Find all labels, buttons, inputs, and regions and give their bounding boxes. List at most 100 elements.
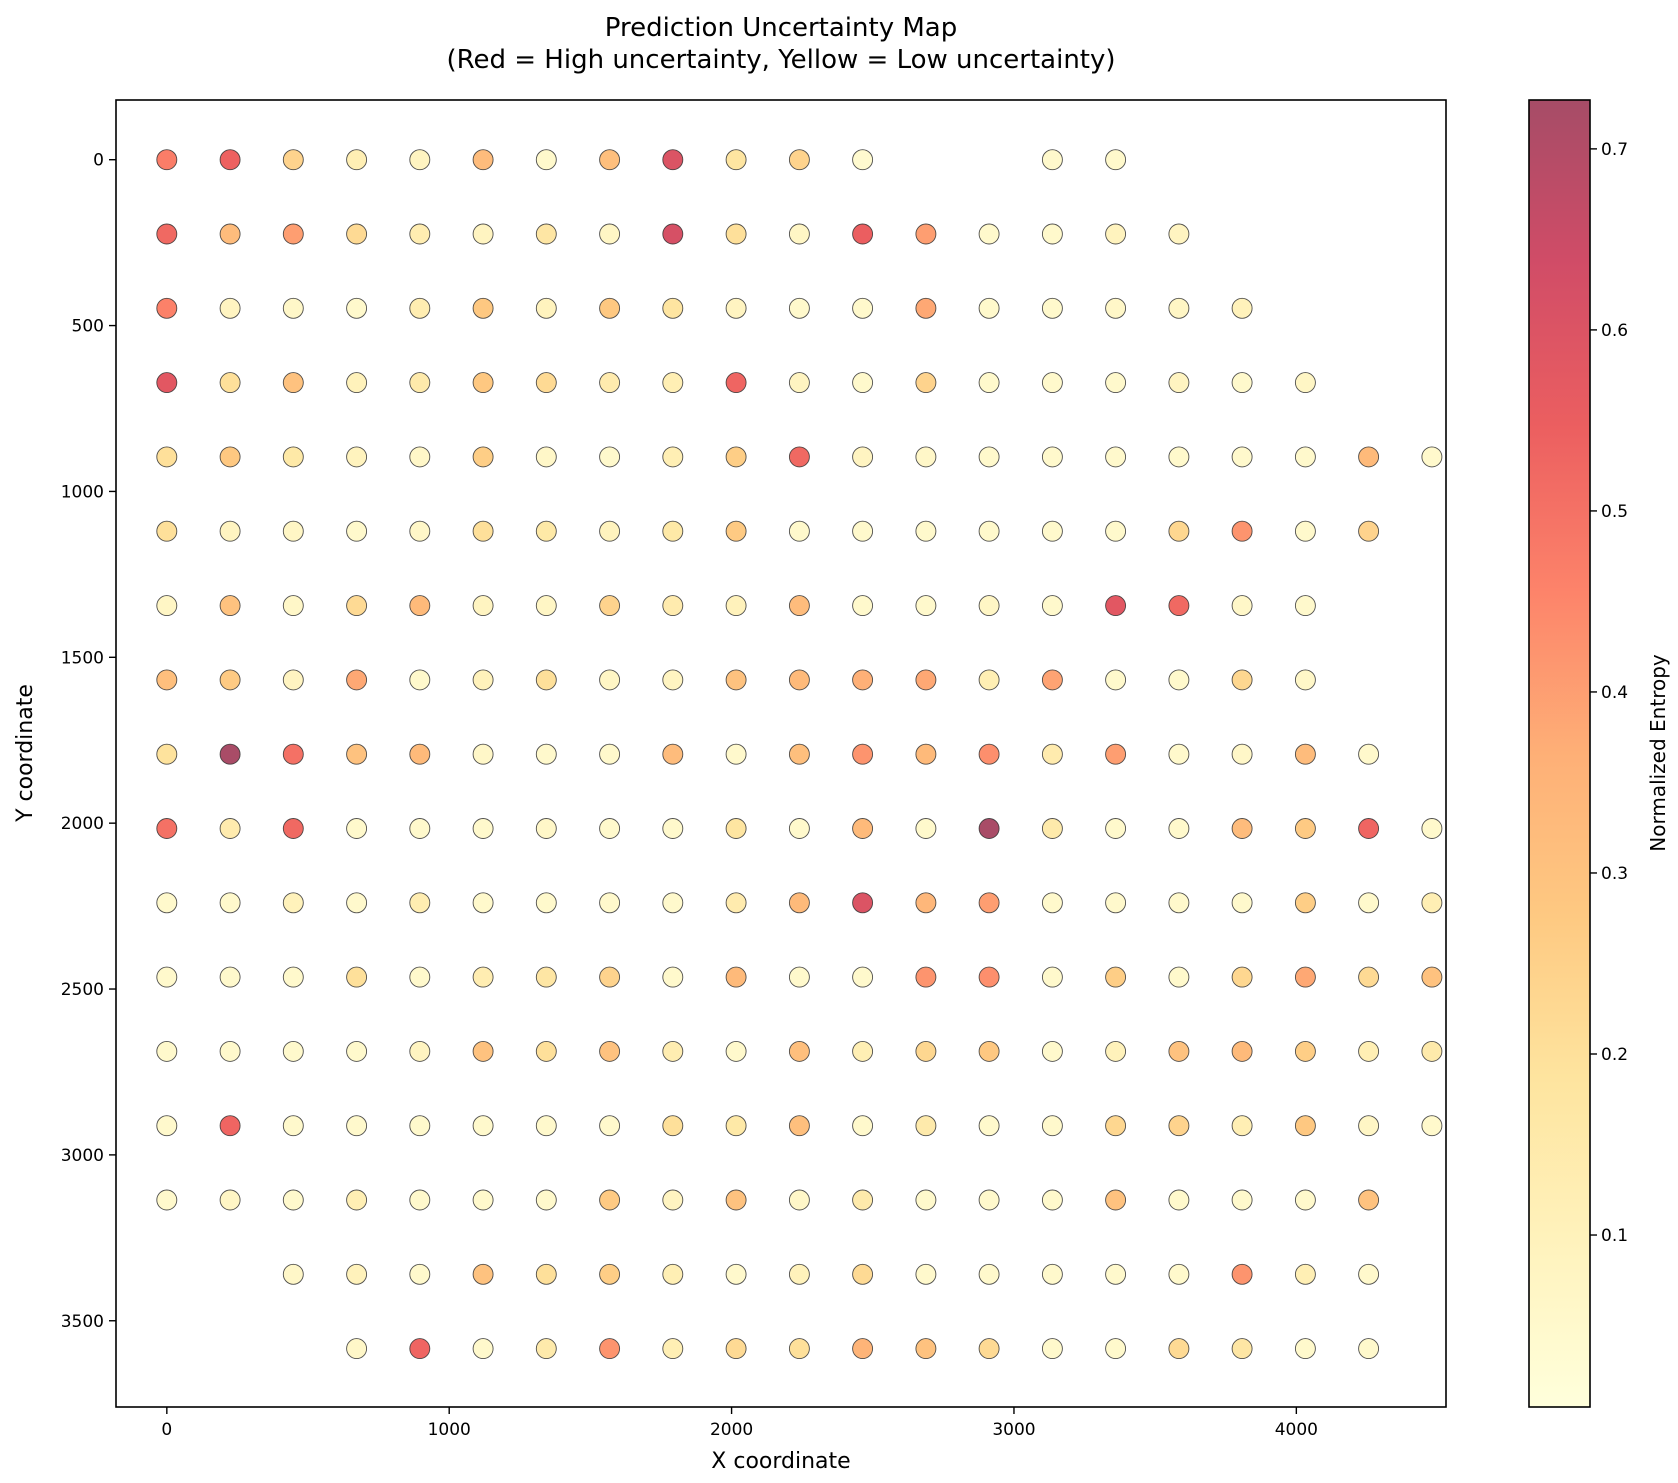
- scatter-point: [725, 669, 747, 691]
- scatter-point: [725, 520, 747, 542]
- scatter-point: [1294, 818, 1316, 839]
- scatter-point: [915, 595, 937, 617]
- y-tick-label: 3500: [61, 1312, 104, 1332]
- scatter-point: [1041, 1263, 1063, 1285]
- scatter-point: [535, 1040, 557, 1062]
- scatter-point: [282, 743, 304, 765]
- scatter-point: [852, 1189, 874, 1211]
- scatter-point: [1231, 1040, 1253, 1062]
- scatter-point: [662, 520, 684, 542]
- scatter-point: [346, 892, 368, 914]
- scatter-point: [1105, 966, 1127, 988]
- scatter-point: [662, 446, 684, 468]
- scatter-point: [1231, 1263, 1253, 1285]
- scatter-point: [915, 372, 937, 394]
- scatter-point: [852, 595, 874, 617]
- scatter-point: [1041, 149, 1063, 171]
- scatter-point: [346, 1338, 368, 1360]
- scatter-point: [1041, 595, 1063, 617]
- scatter-point: [156, 1189, 178, 1211]
- scatter-point: [788, 1040, 810, 1062]
- scatter-point: [599, 743, 621, 765]
- scatter-point: [978, 892, 1000, 914]
- scatter-point: [219, 223, 241, 245]
- scatter-point: [535, 297, 557, 319]
- scatter-point: [156, 892, 178, 914]
- scatter-point: [472, 1115, 494, 1137]
- scatter-point: [409, 520, 431, 542]
- scatter-point: [1041, 446, 1063, 468]
- x-axis: 0 1000 2000 3000 4000: [161, 1407, 1318, 1440]
- scatter-point: [1168, 1115, 1190, 1137]
- scatter-point: [599, 446, 621, 468]
- scatter-point: [1294, 1263, 1316, 1285]
- scatter-point: [915, 818, 937, 839]
- scatter-point: [472, 743, 494, 765]
- x-tick-label: 1000: [428, 1420, 471, 1440]
- scatter-point: [725, 372, 747, 394]
- scatter-point: [409, 892, 431, 914]
- scatter-point: [1231, 1338, 1253, 1360]
- scatter-point: [1168, 1040, 1190, 1062]
- scatter-point: [219, 818, 241, 839]
- scatter-point: [978, 743, 1000, 765]
- colorbar-tick-label: 0.1: [1601, 1226, 1628, 1246]
- scatter-point: [599, 1338, 621, 1360]
- scatter-point: [346, 743, 368, 765]
- y-axis-label: Y coordinate: [13, 684, 38, 823]
- scatter-point: [915, 743, 937, 765]
- scatter-point: [282, 1189, 304, 1211]
- scatter-point: [915, 1115, 937, 1137]
- scatter-point: [409, 1338, 431, 1360]
- scatter-point: [662, 892, 684, 914]
- scatter-point: [852, 818, 874, 839]
- scatter-point: [725, 595, 747, 617]
- scatter-point: [915, 1263, 937, 1285]
- scatter-point: [852, 223, 874, 245]
- scatter-point: [788, 223, 810, 245]
- scatter-point: [1358, 1338, 1380, 1360]
- scatter-point: [472, 595, 494, 617]
- scatter-point: [1231, 297, 1253, 319]
- scatter-point: [1231, 372, 1253, 394]
- y-axis: 0 500 1000 1500 2000 2500 3000 3500: [61, 151, 116, 1332]
- scatter-point: [1358, 446, 1380, 468]
- scatter-point: [978, 297, 1000, 319]
- scatter-point: [156, 743, 178, 765]
- x-tick-label: 0: [161, 1420, 172, 1440]
- scatter-point: [1105, 223, 1127, 245]
- y-tick-label: 2000: [61, 814, 104, 834]
- scatter-point: [282, 669, 304, 691]
- scatter-point: [852, 297, 874, 319]
- scatter-point: [282, 1263, 304, 1285]
- scatter-point: [1168, 1189, 1190, 1211]
- scatter-point: [599, 1263, 621, 1285]
- scatter-point: [472, 892, 494, 914]
- scatter-point: [662, 1263, 684, 1285]
- scatter-point: [725, 446, 747, 468]
- colorbar-tick-label: 0.5: [1601, 502, 1628, 522]
- scatter-point: [535, 1189, 557, 1211]
- scatter-point: [1294, 372, 1316, 394]
- scatter-point: [409, 1040, 431, 1062]
- scatter-point: [1168, 520, 1190, 542]
- scatter-point: [472, 372, 494, 394]
- scatter-point: [472, 966, 494, 988]
- scatter-point: [1041, 297, 1063, 319]
- scatter-point: [852, 892, 874, 914]
- scatter-point: [156, 966, 178, 988]
- scatter-point: [1294, 669, 1316, 691]
- colorbar: 0.1 0.2 0.3 0.4 0.5 0.6 0.7 Normalized Entropy: [1528, 99, 1670, 1408]
- scatter-point: [788, 520, 810, 542]
- colorbar-tick-label: 0.4: [1601, 683, 1628, 703]
- scatter-point: [1105, 1040, 1127, 1062]
- scatter-point: [1041, 1040, 1063, 1062]
- scatter-point: [725, 743, 747, 765]
- scatter-point: [409, 1115, 431, 1137]
- scatter-point: [472, 297, 494, 319]
- scatter-point: [1041, 892, 1063, 914]
- scatter-point: [156, 223, 178, 245]
- scatter-point: [219, 1189, 241, 1211]
- scatter-point: [1231, 669, 1253, 691]
- scatter-point: [1105, 446, 1127, 468]
